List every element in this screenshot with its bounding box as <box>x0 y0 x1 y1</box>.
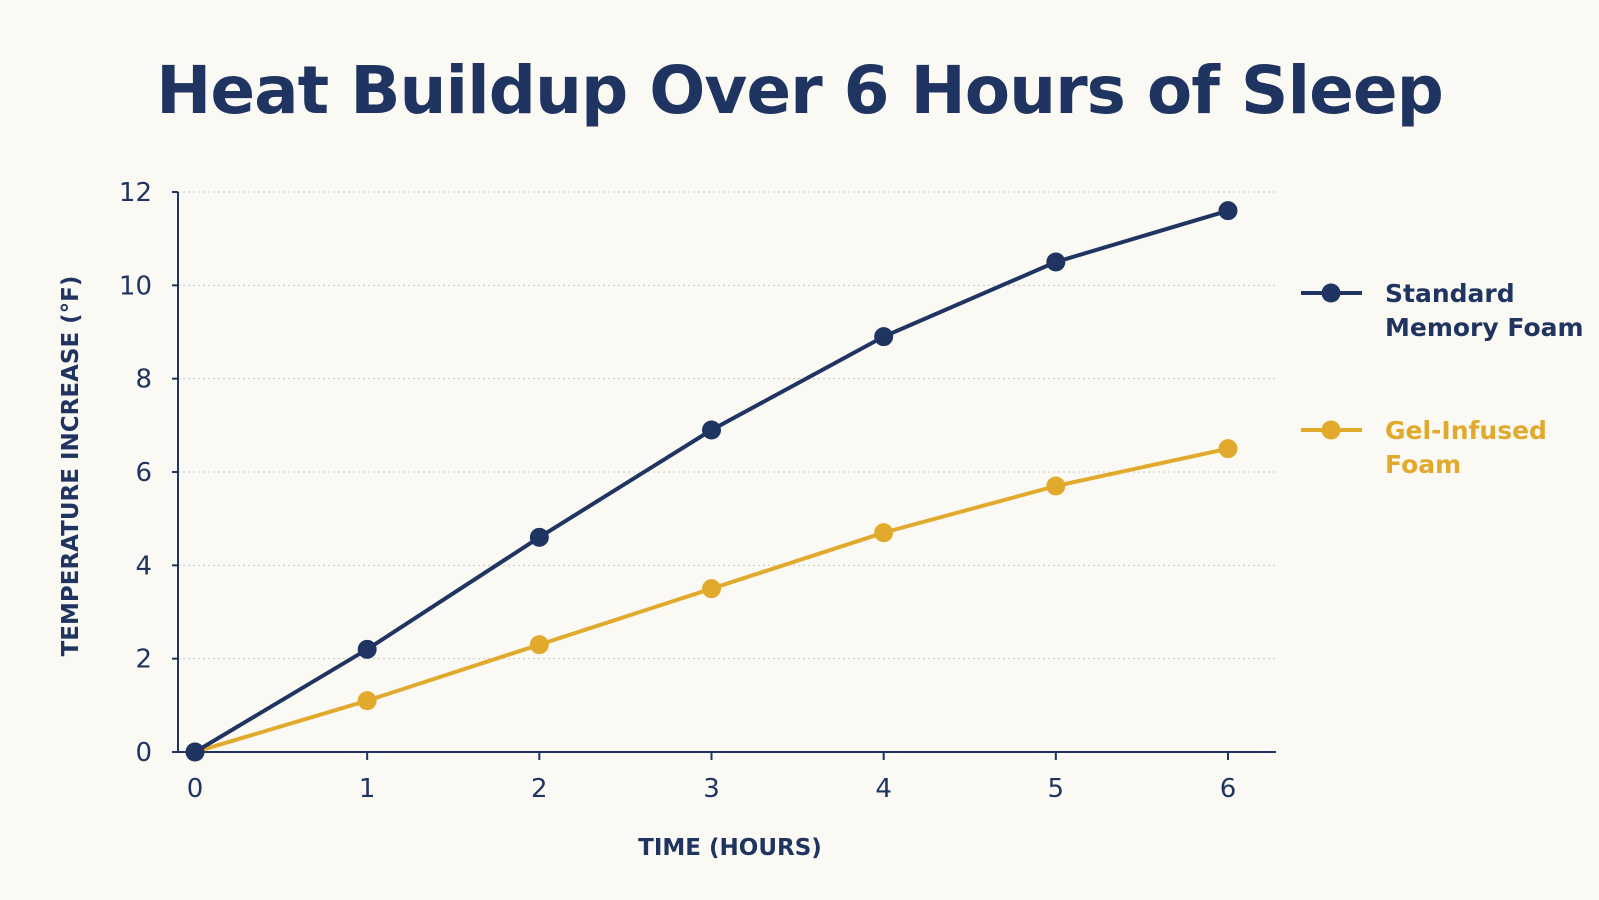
y-tick-label: 8 <box>135 365 152 395</box>
legend-item-1: Gel-Infused Foam <box>1301 416 1547 479</box>
grid-lines <box>178 191 1276 660</box>
series-line <box>193 446 1230 754</box>
x-tick-label: 3 <box>703 774 720 804</box>
legend-label: Standard <box>1385 279 1515 308</box>
data-point <box>874 523 894 543</box>
data-point <box>357 639 377 659</box>
data-point <box>1046 252 1066 272</box>
y-tick-label: 2 <box>135 645 152 675</box>
x-tick-label: 6 <box>1220 774 1237 804</box>
data-point <box>874 327 894 347</box>
x-tick-labels: 0 1 2 3 4 5 6 <box>187 752 1237 804</box>
y-tick-label: 12 <box>119 178 152 208</box>
legend-label: Gel-Infused <box>1385 416 1547 445</box>
chart-title: Heat Buildup Over 6 Hours of Sleep <box>156 52 1444 129</box>
data-point <box>702 579 721 599</box>
legend-swatch-marker <box>1321 420 1341 440</box>
series-1 <box>185 439 1238 762</box>
series-0 <box>185 201 1238 762</box>
data-point <box>529 635 549 655</box>
series-group <box>185 201 1238 762</box>
legend-label: Foam <box>1385 450 1461 479</box>
legend-item-0: Standard Memory Foam <box>1301 279 1584 342</box>
y-tick-label: 4 <box>135 551 152 581</box>
data-point <box>529 527 549 547</box>
data-point <box>1218 439 1238 459</box>
x-tick-label: 4 <box>875 774 892 804</box>
data-point <box>357 691 377 711</box>
legend: Standard Memory Foam Gel-Infused Foam <box>1301 279 1584 479</box>
y-axis-title: TEMPERATURE INCREASE (°F) <box>58 276 84 657</box>
y-tick-label: 0 <box>135 738 152 768</box>
data-point <box>702 420 721 440</box>
x-tick-label: 1 <box>359 774 376 804</box>
legend-label: Memory Foam <box>1385 313 1584 342</box>
data-point <box>1218 201 1238 221</box>
x-axis-title: TIME (HOURS) <box>638 835 822 861</box>
legend-swatch-marker <box>1321 283 1341 303</box>
data-point <box>185 742 205 762</box>
y-tick-label: 10 <box>119 271 152 301</box>
data-point <box>1046 476 1066 496</box>
y-tick-label: 6 <box>135 458 152 488</box>
x-tick-label: 5 <box>1048 774 1065 804</box>
x-tick-label: 0 <box>187 774 204 804</box>
x-tick-label: 2 <box>531 774 548 804</box>
y-tick-labels: 0 2 4 6 8 10 12 <box>119 178 178 768</box>
